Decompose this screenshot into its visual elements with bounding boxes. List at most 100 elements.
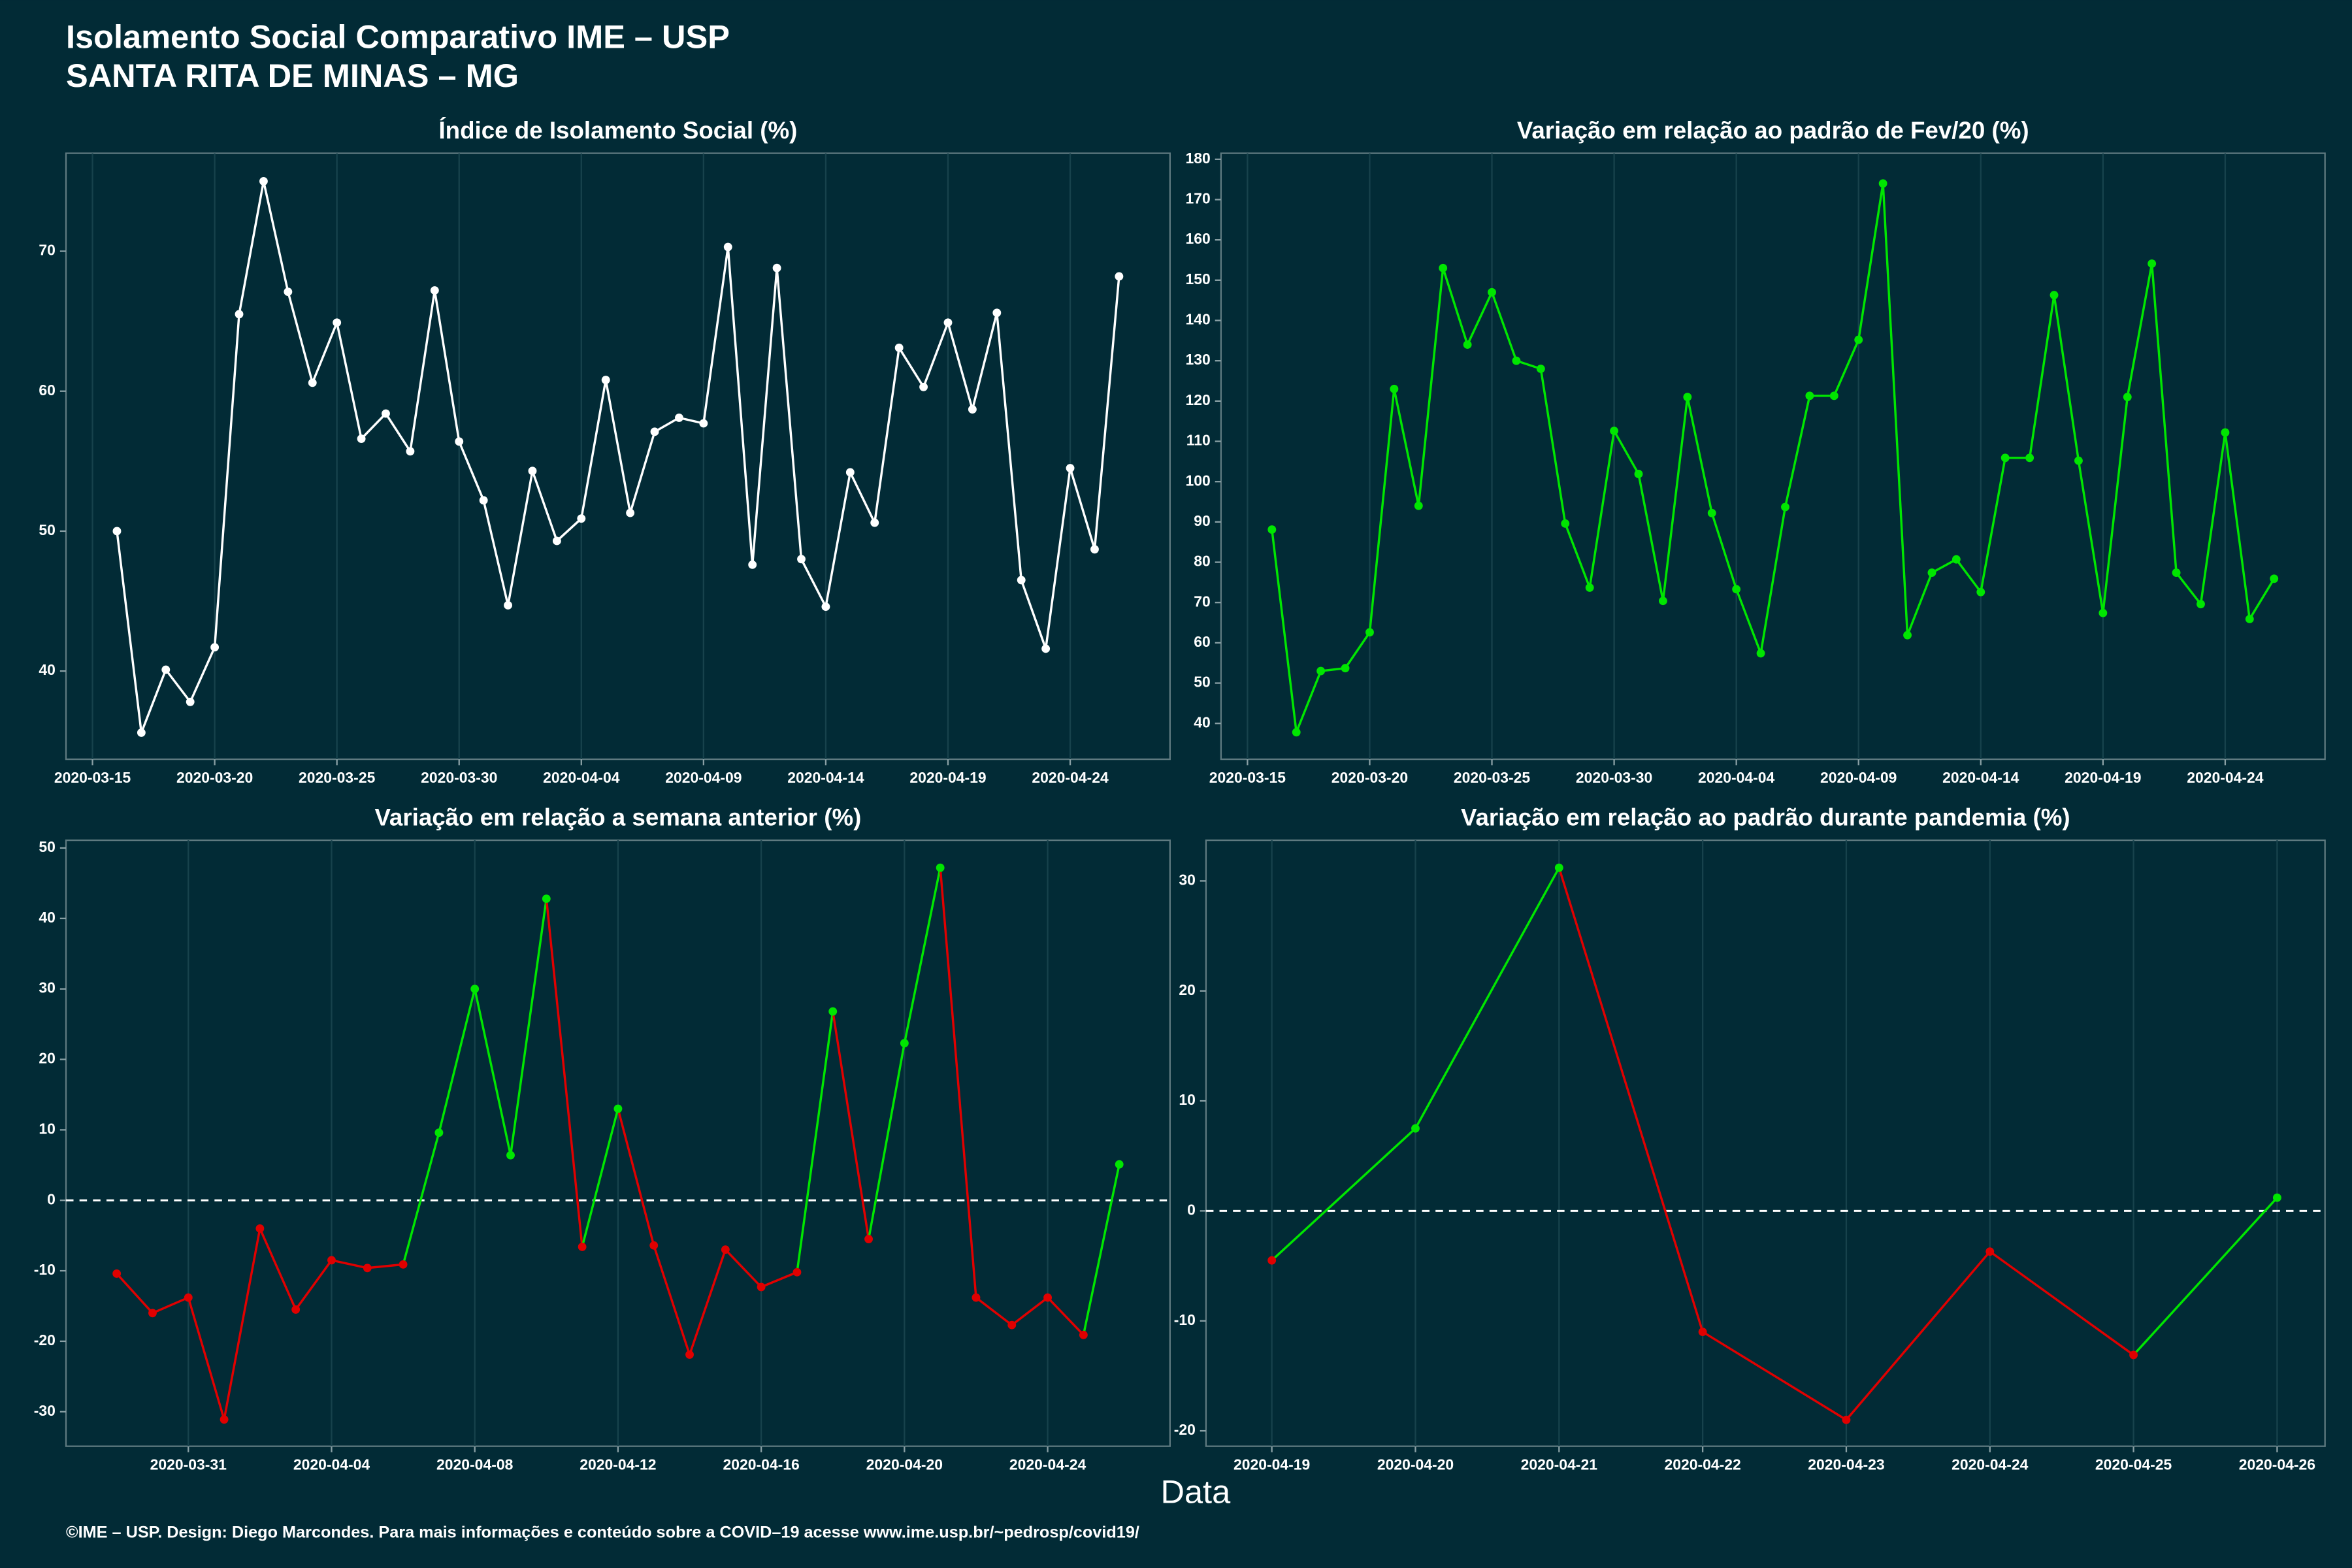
point: [542, 894, 551, 904]
point: [137, 728, 146, 737]
line-segment: [367, 1263, 404, 1269]
y-tick-label: 40: [39, 661, 56, 678]
point: [870, 518, 879, 527]
y-tick-label: 0: [47, 1190, 56, 1207]
point: [1927, 568, 1936, 578]
point: [434, 1128, 444, 1137]
point: [1292, 728, 1301, 737]
y-tick-label: 80: [1194, 553, 1211, 570]
line-segment: [653, 1245, 691, 1355]
y-tick-label: 50: [39, 521, 56, 538]
point: [1610, 427, 1619, 435]
point: [284, 287, 293, 297]
x-tick-label: 2020-04-09: [665, 769, 742, 786]
point: [1439, 263, 1448, 272]
y-tick-label: 0: [1187, 1201, 1196, 1218]
point: [504, 601, 512, 610]
x-tick-label: 2020-04-19: [1233, 1456, 1310, 1473]
y-tick-label: 30: [39, 979, 56, 996]
point: [2050, 291, 2059, 300]
x-tick-label: 2020-04-09: [1820, 769, 1897, 786]
point: [2245, 615, 2254, 623]
point: [675, 414, 683, 422]
point: [613, 1104, 623, 1113]
x-tick-label: 2020-04-25: [2095, 1456, 2172, 1473]
point: [1698, 1328, 1707, 1337]
line-segment: [939, 868, 977, 1298]
line-segment: [187, 1297, 225, 1420]
point: [578, 1242, 587, 1251]
point: [723, 242, 732, 252]
point: [1043, 1293, 1052, 1302]
x-tick-label: 2020-03-15: [1209, 769, 1286, 786]
x-tick-label: 2020-04-22: [1664, 1456, 1740, 1473]
point: [1341, 664, 1350, 673]
point: [1554, 863, 1563, 872]
y-tick-label: 180: [1186, 150, 1211, 167]
line-segment: [545, 898, 583, 1247]
line-segment: [509, 898, 548, 1156]
line-segment: [975, 1296, 1013, 1326]
point: [1390, 384, 1399, 393]
point: [1805, 391, 1814, 400]
point: [2123, 393, 2132, 402]
line-segment: [1414, 867, 1560, 1129]
point: [577, 514, 586, 523]
y-tick-label: -10: [1174, 1311, 1196, 1328]
x-tick-label: 2020-04-24: [2187, 769, 2264, 786]
point: [2001, 453, 2010, 463]
line-segment: [617, 1108, 655, 1246]
panel-title: Variação em relação a semana anterior (%…: [374, 804, 861, 831]
line-segment: [832, 1011, 870, 1239]
point: [1536, 365, 1545, 373]
point: [112, 1269, 122, 1278]
x-tick-label: 2020-03-25: [299, 769, 376, 786]
y-tick-label: 60: [1194, 633, 1211, 650]
point: [112, 527, 122, 536]
point: [943, 318, 953, 327]
point: [528, 466, 537, 476]
point: [333, 318, 342, 327]
point: [430, 286, 439, 295]
point: [792, 1267, 802, 1277]
y-tick-label: 10: [39, 1120, 56, 1137]
point: [1952, 555, 1961, 564]
point: [1829, 391, 1838, 400]
line-segment: [796, 1011, 834, 1273]
line-segment: [474, 988, 512, 1156]
y-tick-label: 110: [1186, 432, 1211, 449]
y-tick-label: 60: [39, 382, 56, 399]
line-segment: [1082, 1164, 1120, 1335]
panel-title: Índice de Isolamento Social (%): [438, 117, 797, 144]
line-segment: [438, 988, 476, 1134]
y-tick-label: 20: [1179, 981, 1196, 998]
x-tick-label: 2020-03-30: [421, 769, 497, 786]
point: [685, 1350, 694, 1359]
point: [772, 263, 781, 272]
line-segment: [1011, 1296, 1049, 1326]
x-tick-label: 2020-04-21: [1521, 1456, 1598, 1473]
line-segment: [688, 1249, 727, 1355]
y-tick-label: -20: [34, 1331, 56, 1348]
y-tick-label: 140: [1186, 311, 1211, 328]
y-tick-label: 100: [1186, 472, 1211, 489]
point: [1411, 1124, 1420, 1133]
point: [1985, 1247, 1995, 1256]
point: [1634, 470, 1643, 478]
point: [1585, 583, 1594, 592]
subtitle: SANTA RITA DE MINAS – MG: [66, 57, 519, 94]
point: [1414, 501, 1423, 510]
point: [552, 536, 561, 546]
y-tick-label: -20: [1174, 1421, 1196, 1438]
line: [1271, 183, 2276, 733]
point: [1658, 596, 1667, 606]
point: [363, 1264, 372, 1273]
line-segment: [1845, 1250, 1991, 1421]
point: [1365, 628, 1374, 637]
point: [2025, 453, 2034, 463]
point: [1512, 356, 1521, 365]
y-tick-label: 170: [1186, 190, 1211, 207]
x-tick-label: 2020-03-30: [1576, 769, 1652, 786]
y-tick-label: 150: [1186, 270, 1211, 287]
x-tick-label: 2020-04-26: [2239, 1456, 2315, 1473]
